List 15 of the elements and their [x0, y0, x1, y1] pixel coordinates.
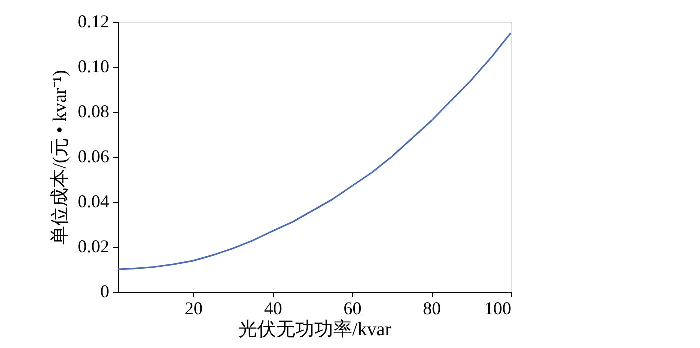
- x-tick-label: 40: [264, 298, 282, 318]
- y-tick-label: 0.04: [78, 192, 110, 212]
- x-tick-label: 60: [344, 298, 362, 318]
- y-tick-label: 0.06: [78, 146, 110, 166]
- y-tick-label: 0.12: [78, 12, 110, 32]
- x-axis-title: 光伏无功功率/kvar: [238, 318, 392, 340]
- y-tick-label: 0.10: [78, 56, 110, 76]
- y-tick-label: 0.08: [78, 102, 110, 122]
- x-tick-label: 80: [423, 298, 442, 318]
- y-tick-label: 0: [100, 282, 110, 302]
- x-tick-label: 100: [484, 298, 512, 318]
- y-axis-title: 单位成本/(元 • kvar⁻¹): [50, 70, 71, 245]
- y-tick-label: 0.02: [78, 236, 110, 256]
- line-series: [117, 32, 512, 270]
- x-tick-label: 20: [184, 298, 203, 318]
